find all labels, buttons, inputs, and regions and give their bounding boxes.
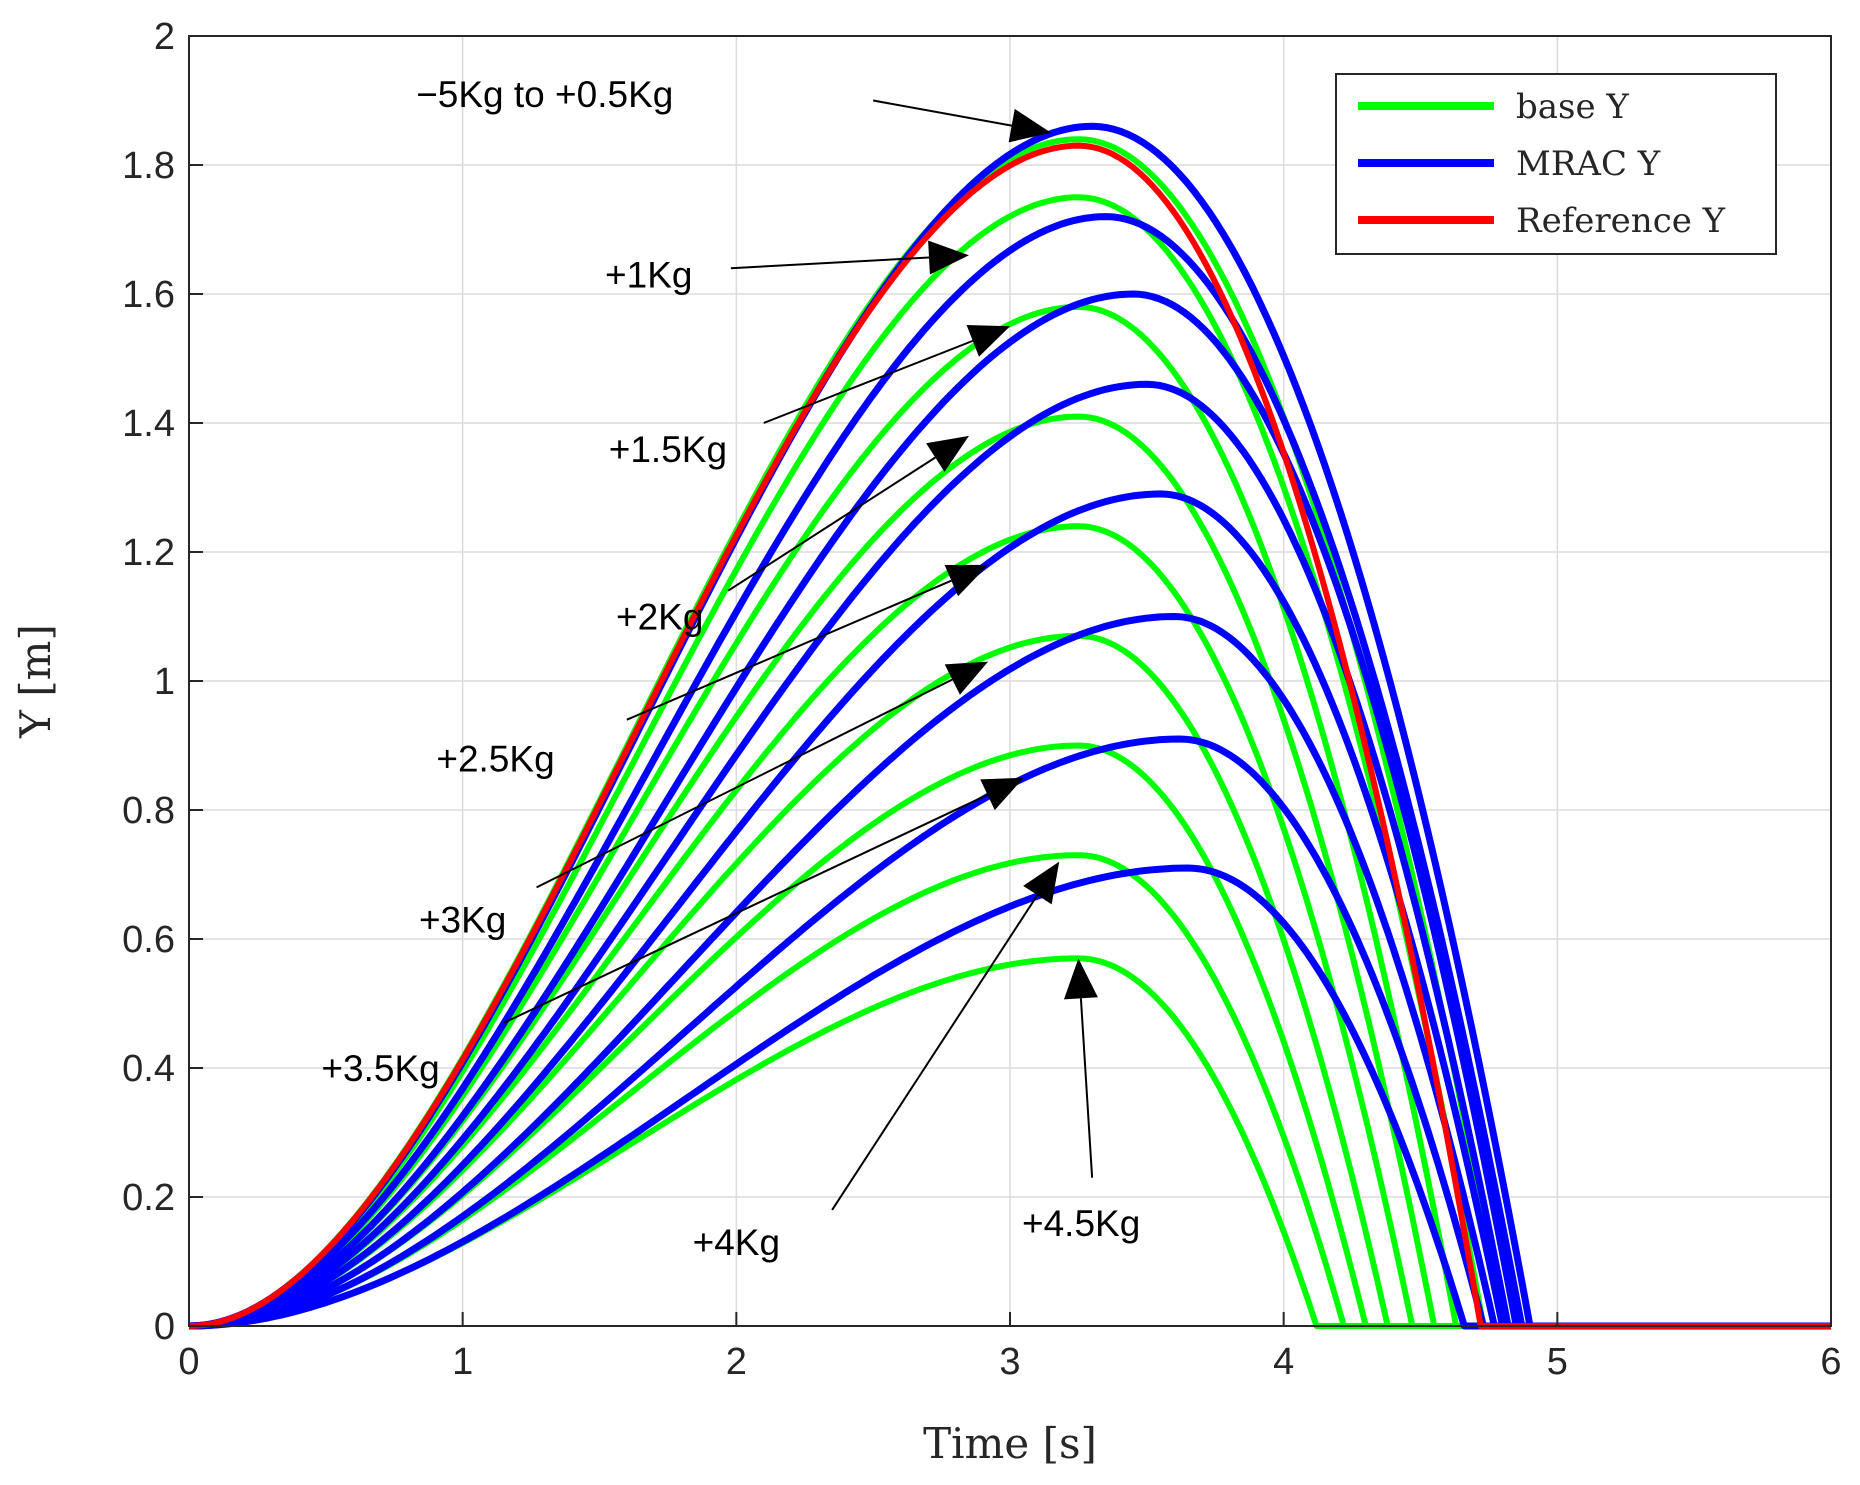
series-line-mrac-y (188, 864, 1831, 1330)
y-tick-label: 0.6 (122, 919, 175, 961)
x-tick-label: 3 (999, 1341, 1020, 1383)
annotation-arrow-head (980, 777, 1024, 811)
annotation-arrow-head (928, 240, 969, 275)
annotation-arrow-head (1008, 108, 1052, 143)
series-line-reference-y (188, 142, 1831, 1329)
legend-label: MRAC Y (1516, 144, 1661, 184)
y-tick-label: 1.6 (122, 274, 175, 316)
annotation-arrow-line (626, 579, 952, 721)
annotation-arrow-head (966, 325, 1010, 357)
y-tick-label: 0 (154, 1306, 175, 1348)
annotation-arrow-head (926, 435, 969, 472)
series-line-mrac-y (188, 290, 1831, 1330)
series-line-mrac-y (188, 735, 1831, 1330)
y-tick-label: 1.2 (122, 532, 175, 574)
x-tick-label: 1 (452, 1341, 473, 1383)
y-tick-label: 0.2 (122, 1177, 175, 1219)
y-tick-label: 0.4 (122, 1048, 175, 1090)
annotation-arrow-line (872, 99, 1012, 127)
annotation-arrow-head (1063, 958, 1098, 1000)
x-tick-label: 6 (1820, 1341, 1841, 1383)
annotation-arrow-head (944, 661, 989, 695)
ticks-group: 0 1 2 3 4 5 6 0 0.2 0.4 0.6 0.8 1 1.2 1.4 1.6 1.8 2 (122, 16, 1841, 1383)
legend: base Y MRAC Y Reference Y (1335, 73, 1777, 255)
x-axis-label: Time [s] (923, 1419, 1097, 1468)
annotations-group: −5Kg to +0.5Kg +1Kg +1.5Kg +2Kg +2.5Kg +3Kg +3… (321, 74, 1140, 1263)
annotation-arrow-line (730, 256, 930, 270)
annotation-label: +2.5Kg (436, 738, 554, 779)
legend-label: Reference Y (1516, 201, 1726, 241)
annotation-label: +1Kg (605, 255, 692, 296)
x-tick-label: 0 (178, 1341, 199, 1383)
x-tick-label: 2 (726, 1341, 747, 1383)
annotation-label: +2Kg (616, 597, 703, 638)
annotation-arrow-line (727, 456, 936, 592)
y-tick-label: 0.8 (122, 790, 175, 832)
annotation-arrow-head (1023, 861, 1060, 905)
annotation-label: +3.5Kg (321, 1048, 439, 1089)
annotation-arrow-line (831, 894, 1039, 1211)
x-tick-label: 5 (1547, 1341, 1568, 1383)
series-group (188, 122, 1831, 1330)
annotation-label: +1.5Kg (609, 429, 727, 470)
series-line-mrac-y (188, 213, 1831, 1330)
annotation-label: +4.5Kg (1022, 1203, 1140, 1244)
annotation-arrow-line (536, 678, 953, 889)
annotation-arrow-line (1079, 998, 1094, 1178)
y-axis-label: Y [m] (11, 624, 60, 739)
legend-label: base Y (1516, 87, 1629, 127)
series-line-mrac-y (188, 490, 1831, 1330)
annotation-arrow-line (763, 339, 974, 424)
x-tick-label: 4 (1273, 1341, 1294, 1383)
y-tick-label: 2 (154, 16, 175, 58)
y-tick-label: 1.8 (122, 145, 175, 187)
series-line-mrac-y (188, 380, 1831, 1330)
annotation-arrow-line (503, 793, 988, 1024)
annotation-label: +4Kg (693, 1222, 780, 1263)
annotation-arrow-head (944, 564, 989, 597)
annotation-label: +3Kg (419, 900, 506, 941)
y-tick-label: 1 (154, 661, 175, 703)
series-line-mrac-y (188, 613, 1831, 1330)
y-tick-label: 1.4 (122, 403, 175, 445)
annotation-label: −5Kg to +0.5Kg (416, 74, 673, 115)
